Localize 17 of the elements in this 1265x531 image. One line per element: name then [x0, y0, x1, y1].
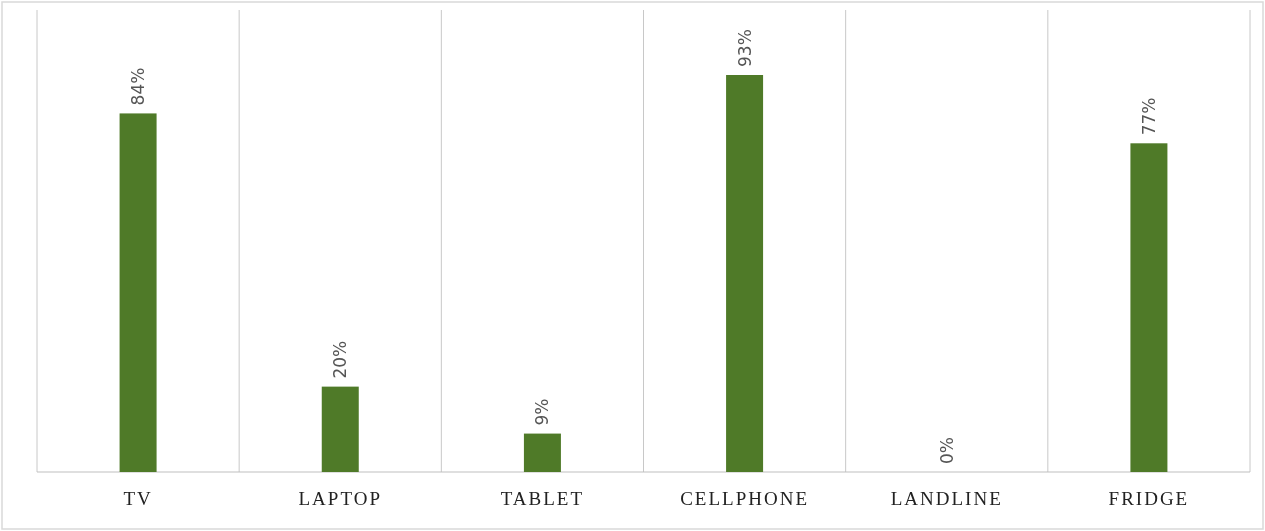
x-tick-label: FRIDGE [1108, 488, 1190, 509]
bar [321, 386, 359, 472]
bar [1130, 143, 1168, 472]
data-label: 84% [128, 67, 149, 106]
data-label: 0% [936, 437, 957, 464]
x-tick-label: TABLET [500, 488, 585, 509]
x-tick-label: LANDLINE [890, 488, 1003, 509]
x-tick-label: TV [123, 488, 153, 509]
data-label: 93% [734, 29, 755, 67]
bar [726, 75, 764, 472]
bar [523, 433, 561, 472]
bar [119, 113, 157, 472]
data-label: 9% [532, 398, 553, 426]
data-label: 20% [330, 340, 351, 379]
x-tick-label: CELLPHONE [680, 488, 809, 509]
data-label: 77% [1138, 97, 1159, 136]
x-tick-label: LAPTOP [298, 488, 382, 509]
